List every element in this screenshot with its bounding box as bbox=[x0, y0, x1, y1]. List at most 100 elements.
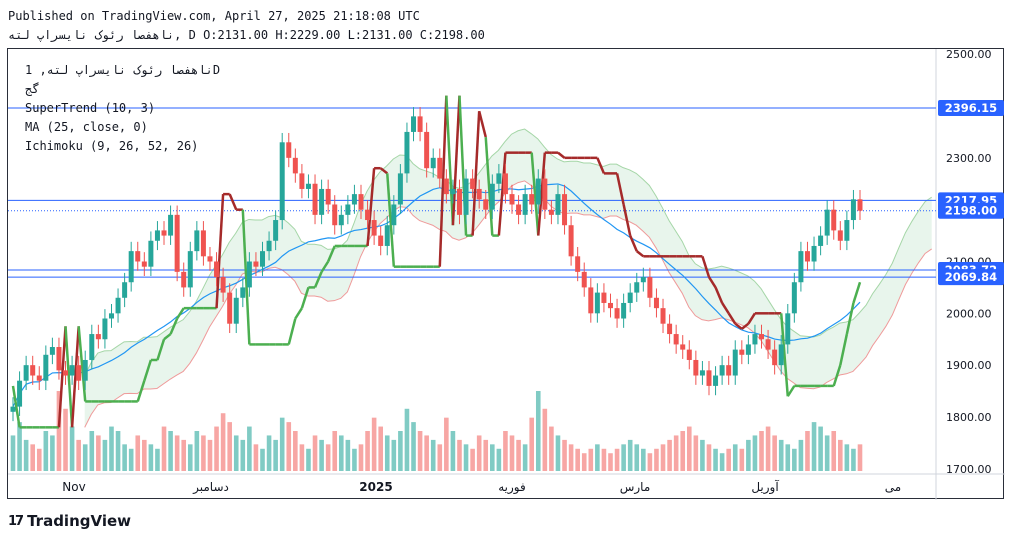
candle-body bbox=[529, 194, 535, 205]
volume-bar bbox=[522, 444, 528, 471]
volume-bar bbox=[654, 448, 659, 471]
volume-bar bbox=[306, 448, 311, 471]
supertrend-segment bbox=[832, 364, 842, 387]
volume-bar bbox=[286, 422, 292, 471]
volume-bar bbox=[483, 439, 489, 471]
supertrend-segment bbox=[557, 151, 566, 159]
y-tick-label: 2000.00 bbox=[946, 307, 992, 320]
candle-body bbox=[30, 365, 36, 376]
volume-bar bbox=[89, 431, 95, 471]
y-tick-label: 2300.00 bbox=[946, 152, 992, 165]
candle-body bbox=[273, 220, 279, 241]
volume-bar bbox=[312, 435, 318, 471]
candle-body bbox=[102, 318, 108, 340]
ichimoku-span-a bbox=[84, 128, 932, 376]
candle-body bbox=[667, 323, 673, 335]
volume-bar bbox=[437, 444, 443, 471]
x-tick-label: می bbox=[885, 480, 901, 494]
tradingview-logo-icon: 17 bbox=[8, 513, 24, 529]
volume-bar bbox=[503, 431, 508, 471]
volume-bar bbox=[857, 444, 863, 471]
candle-body bbox=[56, 347, 62, 371]
candle-body bbox=[489, 183, 495, 210]
volume-bar bbox=[535, 391, 541, 471]
supertrend-segment bbox=[169, 318, 179, 335]
supertrend-segment bbox=[294, 307, 303, 320]
candle-body bbox=[726, 365, 732, 376]
volume-bar bbox=[233, 435, 239, 471]
chart-pane[interactable]: 2500.002400.002300.002200.002100.002000.… bbox=[7, 48, 1005, 500]
volume-bar bbox=[627, 439, 633, 471]
price-chart[interactable]: 2500.002400.002300.002200.002100.002000.… bbox=[8, 49, 1005, 500]
candle-body bbox=[384, 225, 390, 246]
legend-ma[interactable]: MA (25, close, 0) bbox=[25, 120, 148, 134]
candle-body bbox=[417, 116, 423, 132]
candle-body bbox=[430, 157, 436, 169]
supertrend-segment bbox=[320, 260, 330, 273]
candle-body bbox=[319, 188, 325, 215]
volume-bar bbox=[201, 435, 206, 471]
volume-bar bbox=[647, 453, 653, 471]
candle-body bbox=[535, 178, 541, 205]
candle-body bbox=[778, 344, 784, 366]
candle-body bbox=[43, 354, 49, 381]
volume-bar bbox=[470, 448, 475, 471]
candle-body bbox=[174, 214, 180, 272]
candle-body bbox=[837, 230, 843, 241]
candle-body bbox=[857, 199, 863, 211]
supertrend-segment bbox=[537, 152, 547, 236]
x-tick-label: آوریل bbox=[751, 479, 779, 495]
supertrend-segment bbox=[366, 168, 376, 247]
supertrend-segment bbox=[70, 326, 80, 428]
legend-market: گج bbox=[25, 82, 40, 96]
candle-body bbox=[594, 292, 600, 314]
price-label-text: 2198.00 bbox=[945, 204, 997, 218]
candle-body bbox=[266, 240, 272, 252]
volume-bar bbox=[266, 435, 272, 471]
candle-body bbox=[411, 116, 417, 132]
volume-bar bbox=[759, 431, 764, 471]
candle-body bbox=[818, 235, 824, 246]
volume-bar bbox=[634, 444, 640, 471]
volume-bar bbox=[148, 444, 154, 471]
candle-body bbox=[804, 251, 810, 262]
volume-bar bbox=[181, 439, 187, 471]
volume-bar bbox=[240, 439, 246, 471]
legend-supertrend[interactable]: SuperTrend (10, 3) bbox=[25, 101, 156, 115]
volume-bar bbox=[128, 448, 134, 471]
volume-bar bbox=[476, 435, 482, 471]
supertrend-segment bbox=[379, 167, 389, 175]
volume-bar bbox=[746, 439, 751, 471]
volume-bar bbox=[785, 444, 791, 471]
candle-body bbox=[325, 188, 331, 205]
volume-bar bbox=[135, 435, 141, 471]
candle-body bbox=[509, 194, 515, 205]
candle-body bbox=[168, 214, 174, 236]
candle-body bbox=[562, 194, 568, 226]
candle-body bbox=[752, 334, 758, 345]
candle-body bbox=[614, 308, 620, 319]
volume-bar bbox=[293, 431, 298, 471]
candle-body bbox=[404, 131, 410, 174]
volume-bar bbox=[719, 453, 725, 471]
volume-bar bbox=[667, 439, 672, 471]
y-tick-label: 2500.00 bbox=[946, 49, 992, 61]
volume-bar bbox=[352, 448, 357, 471]
candle-body bbox=[470, 178, 476, 189]
legend-symbol: ناهفصا رئوک نایسراپ لته, 1D bbox=[25, 63, 221, 77]
volume-bar bbox=[109, 426, 114, 471]
supertrend-segment bbox=[136, 380, 146, 402]
volume-bar bbox=[424, 435, 429, 471]
legend-ichimoku[interactable]: Ichimoku (9, 26, 52, 26) bbox=[25, 139, 199, 153]
candle-body bbox=[397, 173, 403, 205]
volume-bar bbox=[142, 439, 147, 471]
volume-bar bbox=[378, 426, 383, 471]
candle-body bbox=[338, 214, 344, 226]
volume-bar bbox=[608, 453, 613, 471]
candle-body bbox=[699, 370, 705, 376]
tradingview-logo[interactable]: 17 TradingView bbox=[8, 512, 131, 530]
candle-body bbox=[240, 287, 246, 298]
candle-body bbox=[811, 245, 817, 262]
supertrend-segment bbox=[852, 281, 862, 304]
volume-bar bbox=[17, 422, 22, 471]
